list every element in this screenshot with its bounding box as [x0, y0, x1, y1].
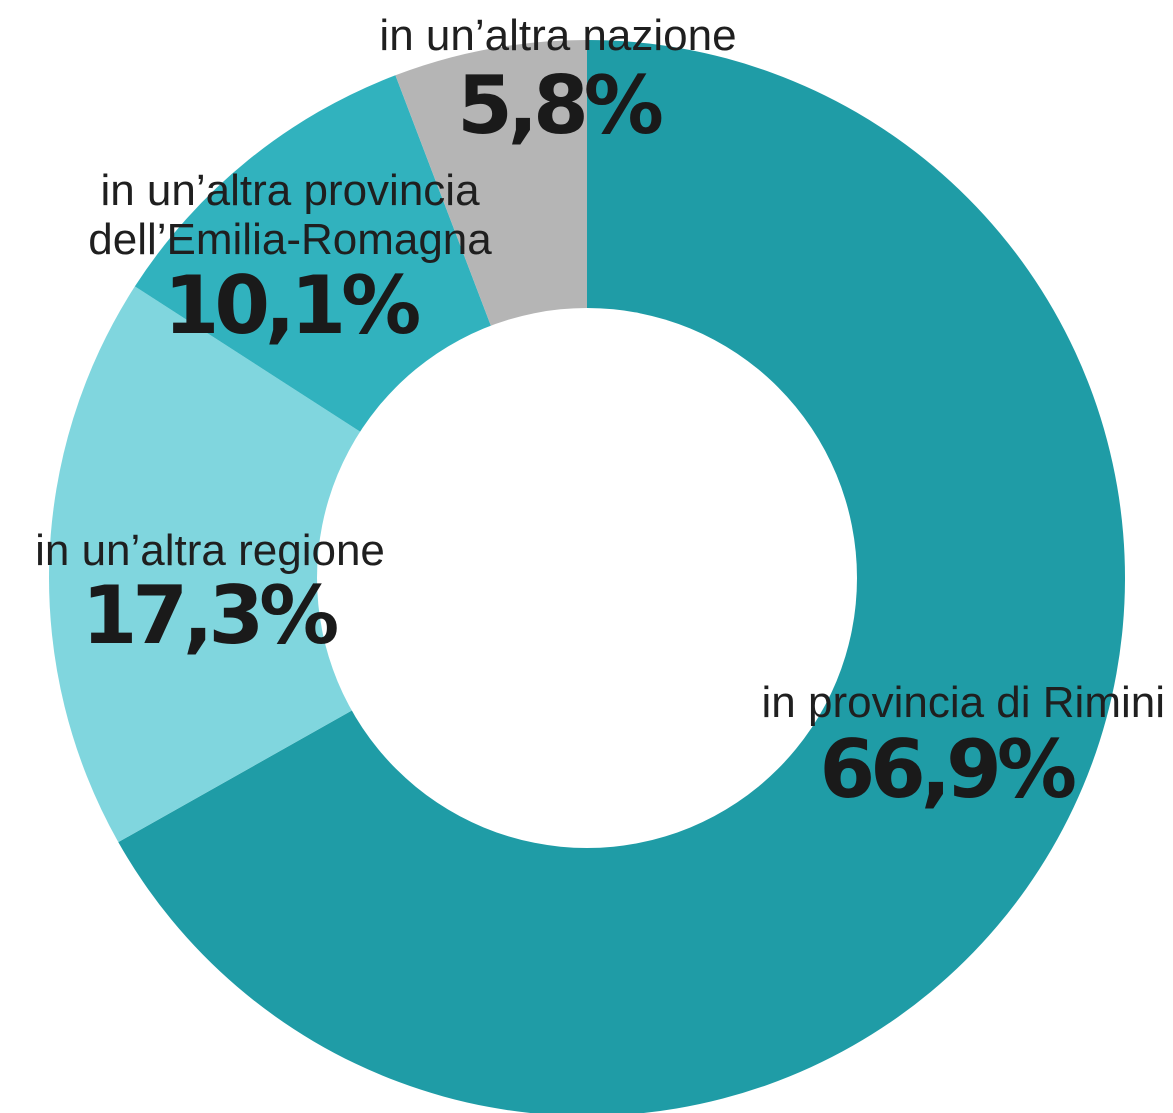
- slice-label-rimini: in provincia di Rimini 66,9%: [762, 678, 1165, 816]
- slice-value-altra-regione: 17,3%: [82, 569, 337, 662]
- slice-name-altra-regione: in un’altra regione: [35, 526, 385, 575]
- slice-label-altra-nazione: in un’altra nazione 5,8%: [379, 11, 736, 152]
- slice-name-altra-provincia-line2: dell’Emilia-Romagna: [88, 215, 492, 264]
- slice-label-altra-regione: in un’altra regione 17,3%: [35, 526, 385, 662]
- slice-name-altra-nazione: in un’altra nazione: [379, 11, 736, 60]
- slice-value-rimini: 66,9%: [819, 723, 1074, 816]
- slice-label-altra-provincia: in un’altra provincia dell’Emilia-Romagn…: [88, 166, 492, 352]
- slice-name-rimini: in provincia di Rimini: [762, 678, 1165, 727]
- slice-value-altra-nazione: 5,8%: [457, 59, 662, 152]
- slice-value-altra-provincia: 10,1%: [164, 259, 419, 352]
- slice-name-altra-provincia-line1: in un’altra provincia: [100, 166, 480, 215]
- donut-hole: [317, 308, 857, 848]
